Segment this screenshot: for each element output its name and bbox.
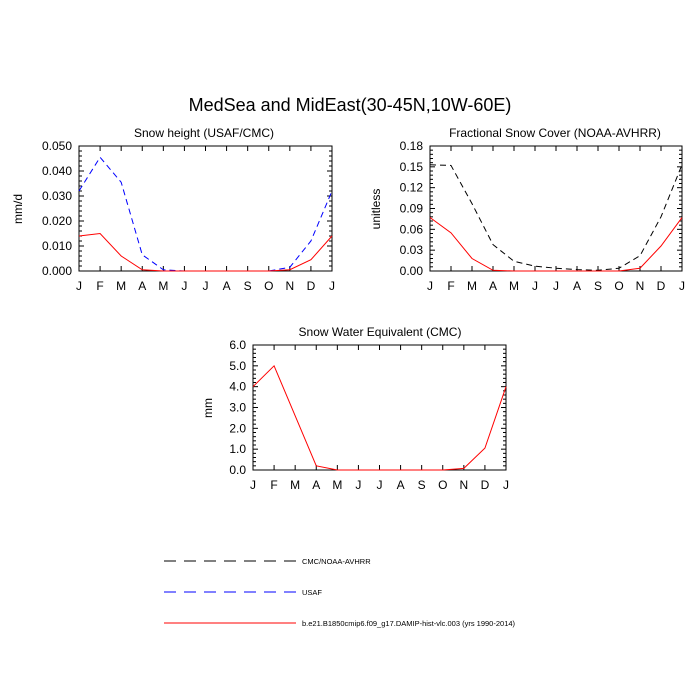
x-tick-label-fractional-snow-cover-7: A [573, 279, 581, 293]
y-tick-label-snow-height-3: 0.030 [42, 189, 72, 203]
x-tick-label-snow-water-equivalent-8: S [418, 478, 426, 492]
x-tick-label-fractional-snow-cover-11: D [657, 279, 666, 293]
series-line-fractional-snow-cover-b-e21-b1850cmip6-f09-g17 [429, 217, 683, 272]
x-tick-label-snow-height-11: D [307, 279, 316, 293]
ylabel-snow-water-equivalent: mm [201, 398, 215, 418]
x-tick-label-fractional-snow-cover-8: S [594, 279, 602, 293]
x-tick-label-fractional-snow-cover-10: N [636, 279, 645, 293]
x-tick-label-snow-height-4: M [158, 279, 168, 293]
plot-frame-fractional-snow-cover [429, 145, 683, 272]
ylabel-fractional-snow-cover: unitless [369, 189, 383, 230]
y-tick-label-snow-height-4: 0.040 [42, 164, 72, 178]
x-tick-label-fractional-snow-cover-1: F [447, 279, 454, 293]
y-tick-label-snow-water-equivalent-0: 0.0 [229, 463, 246, 477]
series-line-snow-height-usaf [78, 156, 333, 272]
x-tick-label-snow-water-equivalent-4: M [332, 478, 342, 492]
panel-title-snow-water-equivalent: Snow Water Equivalent (CMC) [299, 325, 462, 339]
y-tick-label-fractional-snow-cover-1: 0.03 [400, 243, 424, 257]
plot-fractional-snow-cover: J F M A M J J A S O N D J0.000.030.060.090.120.150.1… [400, 139, 685, 293]
x-tick-label-fractional-snow-cover-6: J [553, 279, 559, 293]
legend: CMC/NOAA-AVHRR USAF b.e21.B1850cmip6.f09… [164, 557, 516, 628]
x-tick-label-snow-water-equivalent-9: O [438, 478, 447, 492]
y-tick-label-fractional-snow-cover-4: 0.12 [400, 181, 424, 195]
y-tick-label-fractional-snow-cover-6: 0.18 [400, 139, 424, 153]
x-tick-label-fractional-snow-cover-2: M [467, 279, 477, 293]
x-tick-label-snow-height-3: A [138, 279, 146, 293]
x-tick-label-fractional-snow-cover-4: M [509, 279, 519, 293]
series-line-snow-water-equivalent-b-e21-b1850cmip6-f09-g17 [252, 364, 507, 471]
x-tick-label-fractional-snow-cover-5: J [532, 279, 538, 293]
x-tick-label-snow-height-1: F [96, 279, 103, 293]
x-tick-label-snow-water-equivalent-1: F [270, 478, 277, 492]
y-tick-label-snow-water-equivalent-3: 3.0 [229, 401, 246, 415]
x-tick-label-snow-height-2: M [116, 279, 126, 293]
y-tick-label-snow-water-equivalent-4: 4.0 [229, 380, 246, 394]
y-tick-label-fractional-snow-cover-5: 0.15 [400, 160, 424, 174]
y-tick-label-fractional-snow-cover-3: 0.09 [400, 202, 424, 216]
plot-frame-snow-water-equivalent [252, 344, 507, 471]
y-tick-label-snow-height-0: 0.000 [42, 264, 72, 278]
x-tick-label-snow-height-5: J [181, 279, 187, 293]
y-tick-label-fractional-snow-cover-2: 0.06 [400, 222, 424, 236]
y-tick-label-snow-water-equivalent-6: 6.0 [229, 338, 246, 352]
legend-label-usaf: USAF [302, 588, 322, 597]
panel-title-snow-height: Snow height (USAF/CMC) [134, 126, 274, 140]
x-tick-label-snow-water-equivalent-12: J [503, 478, 509, 492]
x-tick-label-snow-height-0: J [76, 279, 82, 293]
x-tick-label-snow-height-12: J [329, 279, 335, 293]
x-tick-label-snow-height-9: O [264, 279, 273, 293]
y-tick-label-snow-water-equivalent-5: 5.0 [229, 359, 246, 373]
series-line-snow-height-b-e21-b1850cmip6-f09-g17 [78, 232, 333, 272]
y-tick-label-snow-height-1: 0.010 [42, 239, 72, 253]
x-tick-label-fractional-snow-cover-9: O [614, 279, 623, 293]
plot-snow-water-equivalent: J F M A M J J A S O N D J0.01.02.03.04.05.06.0 [229, 338, 509, 492]
x-tick-label-snow-water-equivalent-0: J [250, 478, 256, 492]
x-tick-label-snow-water-equivalent-10: N [459, 478, 468, 492]
plot-frame-snow-height [78, 145, 333, 272]
x-tick-label-snow-water-equivalent-3: A [312, 478, 320, 492]
y-tick-label-snow-height-2: 0.020 [42, 214, 72, 228]
x-tick-label-snow-water-equivalent-7: A [397, 478, 405, 492]
x-tick-label-snow-water-equivalent-5: J [355, 478, 361, 492]
main-title: MedSea and MidEast(30-45N,10W-60E) [189, 95, 512, 115]
y-tick-label-snow-water-equivalent-1: 1.0 [229, 442, 246, 456]
x-tick-label-snow-water-equivalent-2: M [290, 478, 300, 492]
x-tick-label-fractional-snow-cover-0: J [427, 279, 433, 293]
ylabel-snow-height: mm/d [11, 194, 25, 224]
y-tick-label-snow-water-equivalent-2: 2.0 [229, 421, 246, 435]
x-tick-label-snow-height-7: A [223, 279, 231, 293]
x-tick-label-snow-height-8: S [244, 279, 252, 293]
panel-title-fractional-snow-cover: Fractional Snow Cover (NOAA-AVHRR) [449, 126, 661, 140]
legend-label-cmc-noaa-avhrr: CMC/NOAA-AVHRR [302, 557, 371, 566]
x-tick-label-snow-height-10: N [285, 279, 294, 293]
x-tick-label-snow-water-equivalent-11: D [481, 478, 490, 492]
x-tick-label-fractional-snow-cover-12: J [679, 279, 685, 293]
x-tick-label-fractional-snow-cover-3: A [489, 279, 497, 293]
legend-label-model: b.e21.B1850cmip6.f09_g17.DAMIP-hist-vlc.… [302, 619, 516, 628]
plot-snow-height: J F M A M J J A S O N D J0.0000.0100.0200.0300.0400.… [42, 139, 335, 293]
panel-fractional-snow-cover: Fractional Snow Cover (NOAA-AVHRR) unitl… [369, 126, 685, 293]
x-tick-label-snow-water-equivalent-6: J [377, 478, 383, 492]
series-line-fractional-snow-cover-cmc-noaa-avhrr [429, 164, 683, 271]
y-tick-label-fractional-snow-cover-0: 0.00 [400, 264, 424, 278]
y-tick-label-snow-height-5: 0.050 [42, 139, 72, 153]
x-tick-label-snow-height-6: J [203, 279, 209, 293]
